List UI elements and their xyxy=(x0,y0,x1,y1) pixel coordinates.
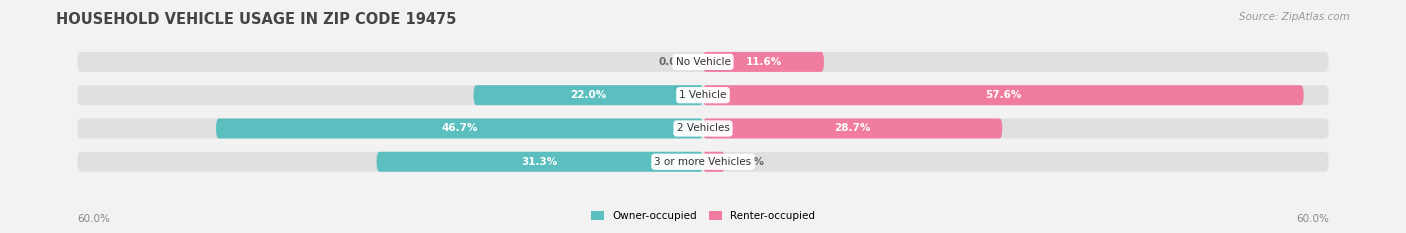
FancyBboxPatch shape xyxy=(703,152,725,172)
FancyBboxPatch shape xyxy=(377,152,703,172)
FancyBboxPatch shape xyxy=(703,85,1303,105)
Text: Source: ZipAtlas.com: Source: ZipAtlas.com xyxy=(1239,12,1350,22)
Text: 60.0%: 60.0% xyxy=(1296,214,1329,224)
Text: HOUSEHOLD VEHICLE USAGE IN ZIP CODE 19475: HOUSEHOLD VEHICLE USAGE IN ZIP CODE 1947… xyxy=(56,12,457,27)
Legend: Owner-occupied, Renter-occupied: Owner-occupied, Renter-occupied xyxy=(586,207,820,226)
Text: 0.0%: 0.0% xyxy=(658,57,688,67)
FancyBboxPatch shape xyxy=(474,85,703,105)
FancyBboxPatch shape xyxy=(77,52,1329,72)
FancyBboxPatch shape xyxy=(77,152,1329,172)
Text: 46.7%: 46.7% xyxy=(441,123,478,134)
FancyBboxPatch shape xyxy=(217,119,703,138)
Text: No Vehicle: No Vehicle xyxy=(675,57,731,67)
Text: 2 Vehicles: 2 Vehicles xyxy=(676,123,730,134)
Text: 1 Vehicle: 1 Vehicle xyxy=(679,90,727,100)
Text: 60.0%: 60.0% xyxy=(77,214,110,224)
FancyBboxPatch shape xyxy=(703,52,824,72)
FancyBboxPatch shape xyxy=(77,119,1329,138)
Text: 3 or more Vehicles: 3 or more Vehicles xyxy=(654,157,752,167)
Text: 22.0%: 22.0% xyxy=(571,90,606,100)
FancyBboxPatch shape xyxy=(77,85,1329,105)
Text: 2.1%: 2.1% xyxy=(735,157,765,167)
Text: 11.6%: 11.6% xyxy=(745,57,782,67)
FancyBboxPatch shape xyxy=(703,119,1002,138)
Text: 57.6%: 57.6% xyxy=(986,90,1022,100)
Text: 31.3%: 31.3% xyxy=(522,157,558,167)
Text: 28.7%: 28.7% xyxy=(834,123,870,134)
